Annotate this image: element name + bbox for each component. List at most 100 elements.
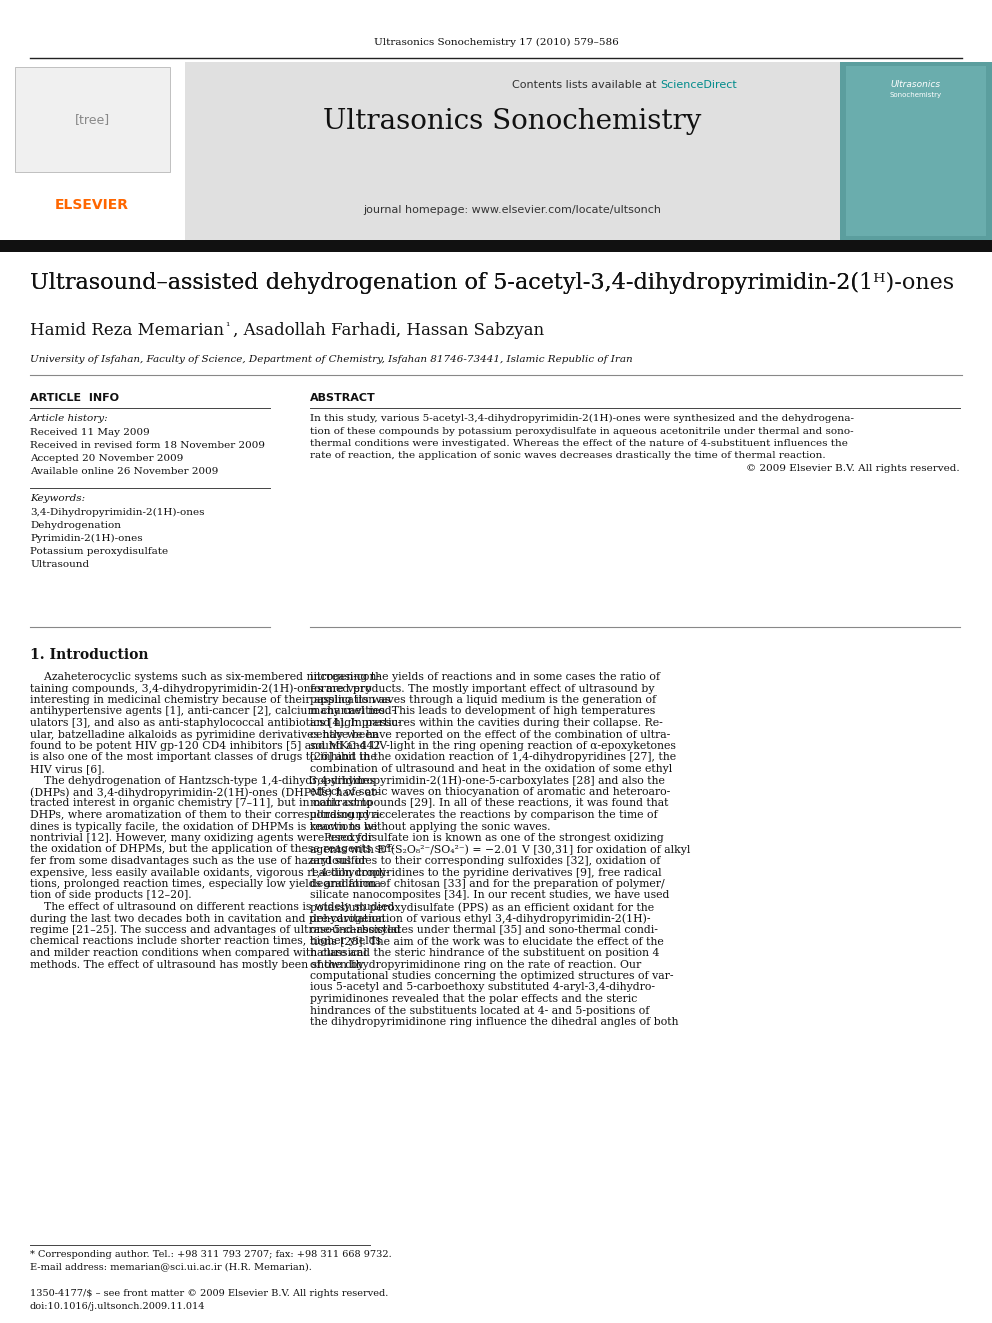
- Text: doi:10.1016/j.ultsonch.2009.11.014: doi:10.1016/j.ultsonch.2009.11.014: [30, 1302, 205, 1311]
- Text: rate of reaction, the application of sonic waves decreases drastically the time : rate of reaction, the application of son…: [310, 451, 825, 460]
- Text: DHPs, where aromatization of them to their corresponding pyri-: DHPs, where aromatization of them to the…: [30, 810, 383, 820]
- Text: journal homepage: www.elsevier.com/locate/ultsonch: journal homepage: www.elsevier.com/locat…: [363, 205, 661, 216]
- Text: Azaheterocyclic systems such as six-membered nitrogen-con-: Azaheterocyclic systems such as six-memb…: [30, 672, 380, 681]
- Text: nontrivial [12]. However, many oxidizing agents were used for: nontrivial [12]. However, many oxidizing…: [30, 833, 373, 843]
- Text: ScienceDirect: ScienceDirect: [660, 79, 737, 90]
- Text: University of Isfahan, Faculty of Science, Department of Chemistry, Isfahan 8174: University of Isfahan, Faculty of Scienc…: [30, 355, 633, 364]
- Text: regime [21–25]. The success and advantages of ultrasound-assisted: regime [21–25]. The success and advantag…: [30, 925, 401, 935]
- Text: pyrimidinones revealed that the polar effects and the steric: pyrimidinones revealed that the polar ef…: [310, 994, 637, 1004]
- Text: , Asadollah Farhadi, Hassan Sabzyan: , Asadollah Farhadi, Hassan Sabzyan: [233, 321, 545, 339]
- Text: and high pressures within the cavities during their collapse. Re-: and high pressures within the cavities d…: [310, 718, 663, 728]
- Text: of the dihydropyrimidinone ring on the rate of reaction. Our: of the dihydropyrimidinone ring on the r…: [310, 959, 641, 970]
- Text: tions [28]. The aim of the work was to elucidate the effect of the: tions [28]. The aim of the work was to e…: [310, 937, 664, 946]
- Text: ABSTRACT: ABSTRACT: [310, 393, 376, 404]
- Text: Received in revised form 18 November 2009: Received in revised form 18 November 200…: [30, 441, 265, 450]
- Text: hindrances of the substituents located at 4- and 5-positions of: hindrances of the substituents located a…: [310, 1005, 650, 1016]
- FancyBboxPatch shape: [846, 66, 986, 235]
- Text: Ultrasonics Sonochemistry 17 (2010) 579–586: Ultrasonics Sonochemistry 17 (2010) 579–…: [374, 38, 618, 48]
- Text: increasing the yields of reactions and in some cases the ratio of: increasing the yields of reactions and i…: [310, 672, 660, 681]
- Text: tion of these compounds by potassium peroxydisulfate in aqueous acetonitrile und: tion of these compounds by potassium per…: [310, 426, 854, 435]
- Text: Ultrasound: Ultrasound: [30, 560, 89, 569]
- Text: matic compounds [29]. In all of these reactions, it was found that: matic compounds [29]. In all of these re…: [310, 799, 669, 808]
- Text: one-5-carboxylates under thermal [35] and sono-thermal condi-: one-5-carboxylates under thermal [35] an…: [310, 925, 658, 935]
- Text: ulators [3], and also as anti-staphylococcal antibiotics [4]. In partic-: ulators [3], and also as anti-staphyloco…: [30, 718, 401, 728]
- Text: © 2009 Elsevier B.V. All rights reserved.: © 2009 Elsevier B.V. All rights reserved…: [746, 464, 960, 474]
- Text: Sonochemistry: Sonochemistry: [890, 93, 942, 98]
- Text: ular, batzelladine alkaloids as pyrimidine derivatives have been: ular, batzelladine alkaloids as pyrimidi…: [30, 729, 379, 740]
- Text: dines is typically facile, the oxidation of DHPMs is known to be: dines is typically facile, the oxidation…: [30, 822, 377, 831]
- Text: ARTICLE  INFO: ARTICLE INFO: [30, 393, 119, 404]
- Text: ¹: ¹: [225, 321, 229, 332]
- Text: passing its waves through a liquid medium is the generation of: passing its waves through a liquid mediu…: [310, 695, 656, 705]
- Text: chemical reactions include shorter reaction times, higher yields: chemical reactions include shorter react…: [30, 937, 381, 946]
- Text: tions, prolonged reaction times, especially low yields and forma-: tions, prolonged reaction times, especia…: [30, 878, 385, 889]
- FancyBboxPatch shape: [185, 62, 840, 239]
- Text: taining compounds, 3,4-dihydropyrimidin-2(1H)-ones are very: taining compounds, 3,4-dihydropyrimidin-…: [30, 684, 371, 695]
- Text: ultrasound accelerates the reactions by comparison the time of: ultrasound accelerates the reactions by …: [310, 810, 658, 820]
- Text: The effect of ultrasound on different reactions is widely studied: The effect of ultrasound on different re…: [30, 902, 395, 912]
- Text: Ultrasound–assisted dehydrogenation of 5-acetyl-3,4-dihydropyrimidin-2(: Ultrasound–assisted dehydrogenation of 5…: [30, 273, 859, 294]
- Text: Ultrasonics Sonochemistry: Ultrasonics Sonochemistry: [322, 108, 701, 135]
- Text: 1,4-dihydropyridines to the pyridine derivatives [9], free radical: 1,4-dihydropyridines to the pyridine der…: [310, 868, 662, 877]
- Text: 1. Introduction: 1. Introduction: [30, 648, 149, 662]
- Text: tracted interest in organic chemistry [7–11], but in contrast to: tracted interest in organic chemistry [7…: [30, 799, 372, 808]
- Text: * Corresponding author. Tel.: +98 311 793 2707; fax: +98 311 668 9732.: * Corresponding author. Tel.: +98 311 79…: [30, 1250, 392, 1259]
- Text: potassium peroxydisulfate (PPS) as an efficient oxidant for the: potassium peroxydisulfate (PPS) as an ef…: [310, 902, 654, 913]
- Text: during the last two decades both in cavitation and pre-cavitation: during the last two decades both in cavi…: [30, 913, 385, 923]
- Text: 3,4-Dihydropyrimidin-2(1H)-ones: 3,4-Dihydropyrimidin-2(1H)-ones: [30, 508, 204, 517]
- Text: E-mail address: memarian@sci.ui.ac.ir (H.R. Memarian).: E-mail address: memarian@sci.ui.ac.ir (H…: [30, 1262, 311, 1271]
- Text: combination of ultrasound and heat in the oxidation of some ethyl: combination of ultrasound and heat in th…: [310, 763, 673, 774]
- Text: found to be potent HIV gp-120 CD4 inhibitors [5] and MKC-442: found to be potent HIV gp-120 CD4 inhibi…: [30, 741, 380, 751]
- Text: effect of sonic waves on thiocyanation of aromatic and heteroaro-: effect of sonic waves on thiocyanation o…: [310, 787, 671, 796]
- Text: many cavities. This leads to development of high temperatures: many cavities. This leads to development…: [310, 706, 656, 717]
- Text: agents with E°(S₂O₈²⁻/SO₄²⁻) = −2.01 V [30,31] for oxidation of alkyl: agents with E°(S₂O₈²⁻/SO₄²⁻) = −2.01 V […: [310, 844, 690, 856]
- Text: dehydrogenation of various ethyl 3,4-dihydropyrimidin-2(1H)-: dehydrogenation of various ethyl 3,4-dih…: [310, 913, 651, 923]
- Text: fer from some disadvantages such as the use of hazardous or: fer from some disadvantages such as the …: [30, 856, 366, 867]
- Text: reactions without applying the sonic waves.: reactions without applying the sonic wav…: [310, 822, 551, 831]
- FancyBboxPatch shape: [15, 67, 170, 172]
- Text: [tree]: [tree]: [74, 114, 109, 127]
- Text: Received 11 May 2009: Received 11 May 2009: [30, 429, 150, 437]
- Text: expensive, less easily available oxidants, vigorous reaction condi-: expensive, less easily available oxidant…: [30, 868, 390, 877]
- Text: Ultrasonics: Ultrasonics: [891, 79, 941, 89]
- Text: is also one of the most important classes of drugs to inhibit the: is also one of the most important classe…: [30, 753, 377, 762]
- Text: Available online 26 November 2009: Available online 26 November 2009: [30, 467, 218, 476]
- Text: ELSEVIER: ELSEVIER: [55, 198, 129, 212]
- FancyBboxPatch shape: [0, 239, 992, 251]
- Text: The dehydrogenation of Hantzsch-type 1,4-dihydropyridines: The dehydrogenation of Hantzsch-type 1,4…: [30, 775, 375, 786]
- Text: the oxidation of DHPMs, but the application of these reagents suf-: the oxidation of DHPMs, but the applicat…: [30, 844, 395, 855]
- Text: Accepted 20 November 2009: Accepted 20 November 2009: [30, 454, 184, 463]
- Text: antihypertensive agents [1], anti-cancer [2], calcium channel mod-: antihypertensive agents [1], anti-cancer…: [30, 706, 395, 717]
- Text: the dihydropyrimidinone ring influence the dihedral angles of both: the dihydropyrimidinone ring influence t…: [310, 1017, 679, 1027]
- Text: Contents lists available at: Contents lists available at: [512, 79, 660, 90]
- Text: computational studies concerning the optimized structures of var-: computational studies concerning the opt…: [310, 971, 674, 980]
- Text: 1350-4177/$ – see front matter © 2009 Elsevier B.V. All rights reserved.: 1350-4177/$ – see front matter © 2009 El…: [30, 1289, 389, 1298]
- Text: degradation of chitosan [33] and for the preparation of polymer/: degradation of chitosan [33] and for the…: [310, 878, 665, 889]
- Text: Potassium peroxydisulfate: Potassium peroxydisulfate: [30, 546, 168, 556]
- Text: aryl sulfides to their corresponding sulfoxides [32], oxidation of: aryl sulfides to their corresponding sul…: [310, 856, 661, 867]
- Text: cently we have reported on the effect of the combination of ultra-: cently we have reported on the effect of…: [310, 729, 671, 740]
- Text: and milder reaction conditions when compared with classical: and milder reaction conditions when comp…: [30, 949, 367, 958]
- Text: Keywords:: Keywords:: [30, 493, 85, 503]
- Text: Peroxydisulfate ion is known as one of the strongest oxidizing: Peroxydisulfate ion is known as one of t…: [310, 833, 664, 843]
- FancyBboxPatch shape: [840, 62, 992, 239]
- Text: 3,4-dihydropyrimidin-2(1H)-one-5-carboxylates [28] and also the: 3,4-dihydropyrimidin-2(1H)-one-5-carboxy…: [310, 775, 665, 786]
- Text: interesting in medicinal chemistry because of their application as: interesting in medicinal chemistry becau…: [30, 695, 391, 705]
- Text: Ultrasound–assisted dehydrogenation of 5-acetyl-3,4-dihydropyrimidin-2(1ᴴ)-ones: Ultrasound–assisted dehydrogenation of 5…: [30, 273, 954, 294]
- Text: [26] and in the oxidation reaction of 1,4-dihydropyridines [27], the: [26] and in the oxidation reaction of 1,…: [310, 753, 677, 762]
- Text: Hamid Reza Memarian: Hamid Reza Memarian: [30, 321, 224, 339]
- Text: silicate nanocomposites [34]. In our recent studies, we have used: silicate nanocomposites [34]. In our rec…: [310, 890, 670, 901]
- Text: Pyrimidin-2(1H)-ones: Pyrimidin-2(1H)-ones: [30, 534, 143, 544]
- Text: HIV virus [6].: HIV virus [6].: [30, 763, 105, 774]
- Text: In this study, various 5-acetyl-3,4-dihydropyrimidin-2(1H)-ones were synthesized: In this study, various 5-acetyl-3,4-dihy…: [310, 414, 854, 423]
- Text: ious 5-acetyl and 5-carboethoxy substituted 4-aryl-3,4-dihydro-: ious 5-acetyl and 5-carboethoxy substitu…: [310, 983, 655, 992]
- Text: sound and UV-light in the ring opening reaction of α-epoxyketones: sound and UV-light in the ring opening r…: [310, 741, 676, 751]
- FancyBboxPatch shape: [0, 62, 185, 239]
- Text: methods. The effect of ultrasound has mostly been shown by: methods. The effect of ultrasound has mo…: [30, 959, 363, 970]
- Text: thermal conditions were investigated. Whereas the effect of the nature of 4-subs: thermal conditions were investigated. Wh…: [310, 439, 848, 448]
- Text: Article history:: Article history:: [30, 414, 109, 423]
- Text: (DHPs) and 3,4-dihydropyrimidin-2(1H)-ones (DHPMs) have at-: (DHPs) and 3,4-dihydropyrimidin-2(1H)-on…: [30, 787, 379, 798]
- Text: nature and the steric hindrance of the substituent on position 4: nature and the steric hindrance of the s…: [310, 949, 660, 958]
- Text: formed products. The mostly important effect of ultrasound by: formed products. The mostly important ef…: [310, 684, 655, 693]
- Text: tion of side products [12–20].: tion of side products [12–20].: [30, 890, 191, 901]
